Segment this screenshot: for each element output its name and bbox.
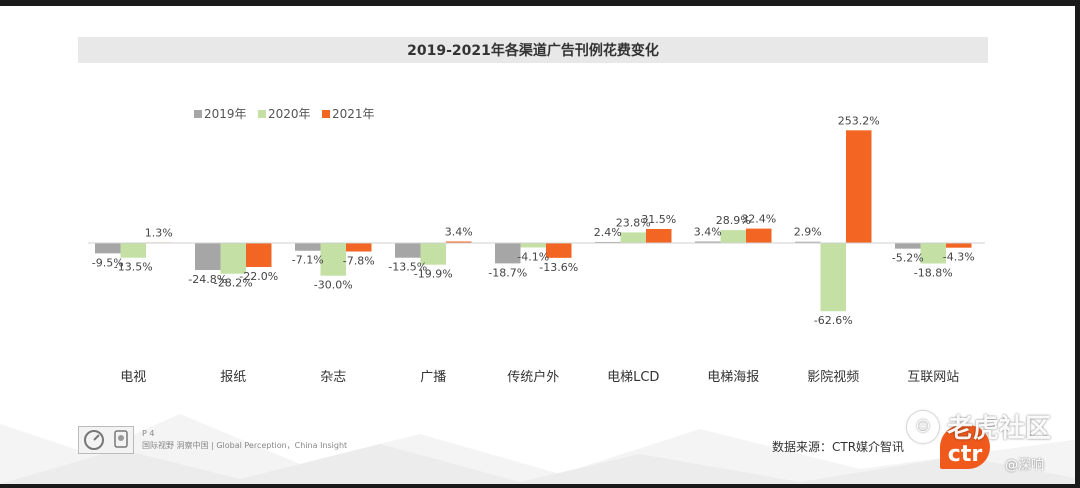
watermark-user: @深响 (1005, 458, 1045, 473)
bar-电梯海报-2020年 (720, 230, 746, 243)
certificate-icon (113, 430, 128, 448)
category-label-影院视频: 影院视频 (807, 370, 859, 385)
watermark-site: 老虎社区 (947, 414, 1052, 444)
bar-电梯LCD-2020年 (620, 232, 646, 243)
data-label-报纸-2021年: -22.0% (239, 270, 278, 283)
bar-杂志-2019年 (295, 243, 321, 251)
bar-影院视频-2021年 (846, 130, 872, 243)
tiger-icon: ☺ (907, 410, 939, 443)
ctr-logo: ctr (940, 425, 990, 469)
legend-label-2020年: 2020年 (268, 107, 311, 121)
category-label-电视: 电视 (120, 370, 146, 385)
page-number: P 4 (142, 429, 155, 438)
bar-互联网站-2019年 (895, 243, 921, 249)
legend-label-2019年: 2019年 (204, 107, 247, 121)
bar-电视-2019年 (95, 243, 121, 254)
bar-传统户外-2019年 (495, 243, 521, 264)
legend-label-2021年: 2021年 (332, 107, 375, 121)
bar-电梯海报-2019年 (695, 241, 721, 243)
data-label-传统户外-2019年: -18.7% (488, 266, 527, 279)
data-label-电视-2021年: 1.3% (145, 226, 173, 239)
bar-广播-2019年 (395, 243, 421, 258)
data-label-影院视频-2021年: 253.2% (838, 114, 880, 127)
chart-title: 2019-2021年各渠道广告刊例花费变化 (78, 37, 988, 63)
gauge-icon (83, 430, 104, 450)
data-label-电梯LCD-2021年: 31.5% (641, 213, 676, 226)
bar-传统户外-2021年 (546, 243, 572, 258)
data-label-电梯LCD-2019年: 2.4% (594, 226, 622, 239)
right-border (1075, 0, 1080, 488)
data-label-电梯LCD-2020年: 23.8% (616, 216, 651, 229)
data-label-互联网站-2020年: -18.8% (914, 266, 953, 279)
bar-影院视频-2019年 (795, 241, 821, 243)
chart-bars (95, 130, 972, 312)
data-label-影院视频-2019年: 2.9% (794, 226, 822, 239)
legend-swatch-2021年 (322, 110, 330, 118)
data-label-广播-2020年: -19.9% (414, 268, 453, 281)
bar-电梯海报-2021年 (746, 228, 772, 243)
data-label-广播-2021年: 3.4% (445, 225, 473, 238)
chart-value-labels: -9.5%-13.5%1.3%-24.8%-28.2%-22.0%-7.1%-3… (92, 114, 975, 327)
data-label-电梯海报-2021年: 32.4% (741, 213, 776, 226)
data-label-电梯海报-2020年: 28.9% (716, 214, 751, 227)
bottom-border (0, 484, 1080, 488)
data-label-互联网站-2021年: -4.3% (943, 251, 975, 264)
chart-legend: 2019年 2020年 2021年 (194, 107, 375, 121)
data-label-杂志-2019年: -7.1% (292, 254, 324, 267)
data-label-电视-2020年: -13.5% (114, 261, 153, 274)
footer-branding: P 4 国际视野 洞察中国 | Global Perception，China … (78, 426, 347, 454)
data-label-报纸-2020年: -28.2% (214, 277, 253, 290)
top-border (0, 0, 1080, 6)
bar-电梯LCD-2021年 (646, 228, 672, 243)
bar-杂志-2021年 (346, 243, 372, 252)
bar-广播-2020年 (420, 243, 446, 265)
background-decoration (0, 414, 1080, 484)
data-label-电梯海报-2019年: 3.4% (694, 225, 722, 238)
legend-swatch-2020年 (258, 110, 266, 118)
category-label-电梯LCD: 电梯LCD (607, 370, 659, 385)
bar-影院视频-2020年 (820, 243, 846, 312)
chart-title-text: 2019-2021年各渠道广告刊例花费变化 (407, 43, 659, 59)
bar-电视-2020年 (120, 243, 146, 258)
bar-报纸-2019年 (195, 243, 221, 271)
watermark: ☺ 老虎社区 (907, 408, 1051, 445)
bar-电梯LCD-2019年 (595, 241, 621, 243)
bar-互联网站-2021年 (946, 243, 972, 248)
category-label-杂志: 杂志 (320, 370, 346, 385)
data-label-报纸-2019年: -24.8% (188, 273, 227, 286)
data-label-互联网站-2019年: -5.2% (892, 252, 924, 265)
category-label-互联网站: 互联网站 (907, 370, 959, 385)
data-source: 数据来源：CTR媒介智讯 (772, 440, 905, 454)
bar-广播-2021年 (446, 241, 472, 243)
bar-传统户外-2020年 (520, 243, 546, 248)
category-label-传统户外: 传统户外 (507, 369, 559, 385)
category-label-电梯海报: 电梯海报 (707, 370, 759, 385)
bar-杂志-2020年 (320, 243, 346, 276)
data-label-杂志-2021年: -7.8% (343, 255, 375, 268)
bar-报纸-2020年 (220, 243, 246, 274)
legend-swatch-2019年 (194, 110, 202, 118)
footer-logo (78, 426, 134, 454)
category-label-报纸: 报纸 (220, 370, 246, 385)
bar-报纸-2021年 (246, 243, 272, 267)
bar-互联网站-2020年 (920, 243, 946, 264)
footer-tagline: 国际视野 洞察中国 | Global Perception，China Insi… (142, 441, 348, 450)
data-label-传统户外-2021年: -13.6% (539, 261, 578, 274)
data-label-传统户外-2020年: -4.1% (517, 250, 549, 263)
data-label-电视-2019年: -9.5% (92, 256, 124, 269)
category-label-广播: 广播 (420, 370, 446, 385)
data-label-影院视频-2020年: -62.6% (814, 314, 853, 327)
data-label-杂志-2020年: -30.0% (314, 279, 353, 292)
chart-category-labels: 电视 报纸 杂志 广播 传统户外 电梯LCD 电梯海报 影院视频 互联网站 (120, 369, 959, 385)
data-label-广播-2019年: -13.5% (388, 261, 427, 274)
